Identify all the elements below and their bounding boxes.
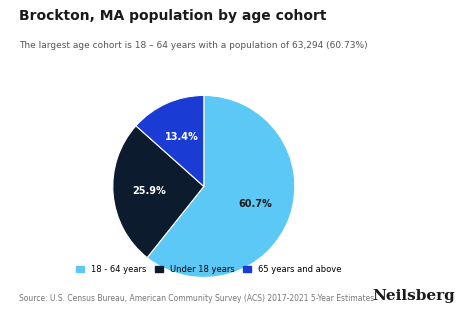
Text: Source: U.S. Census Bureau, American Community Survey (ACS) 2017-2021 5-Year Est: Source: U.S. Census Bureau, American Com… bbox=[19, 295, 374, 303]
Text: 25.9%: 25.9% bbox=[133, 186, 166, 196]
Wedge shape bbox=[147, 95, 295, 277]
Text: Neilsberg: Neilsberg bbox=[372, 289, 455, 303]
Legend: 18 - 64 years, Under 18 years, 65 years and above: 18 - 64 years, Under 18 years, 65 years … bbox=[73, 261, 345, 277]
Wedge shape bbox=[113, 126, 204, 258]
Wedge shape bbox=[136, 95, 204, 186]
Text: The largest age cohort is 18 – 64 years with a population of 63,294 (60.73%): The largest age cohort is 18 – 64 years … bbox=[19, 41, 367, 50]
Text: Brockton, MA population by age cohort: Brockton, MA population by age cohort bbox=[19, 9, 327, 23]
Text: 13.4%: 13.4% bbox=[164, 131, 199, 142]
Text: 60.7%: 60.7% bbox=[238, 199, 272, 210]
